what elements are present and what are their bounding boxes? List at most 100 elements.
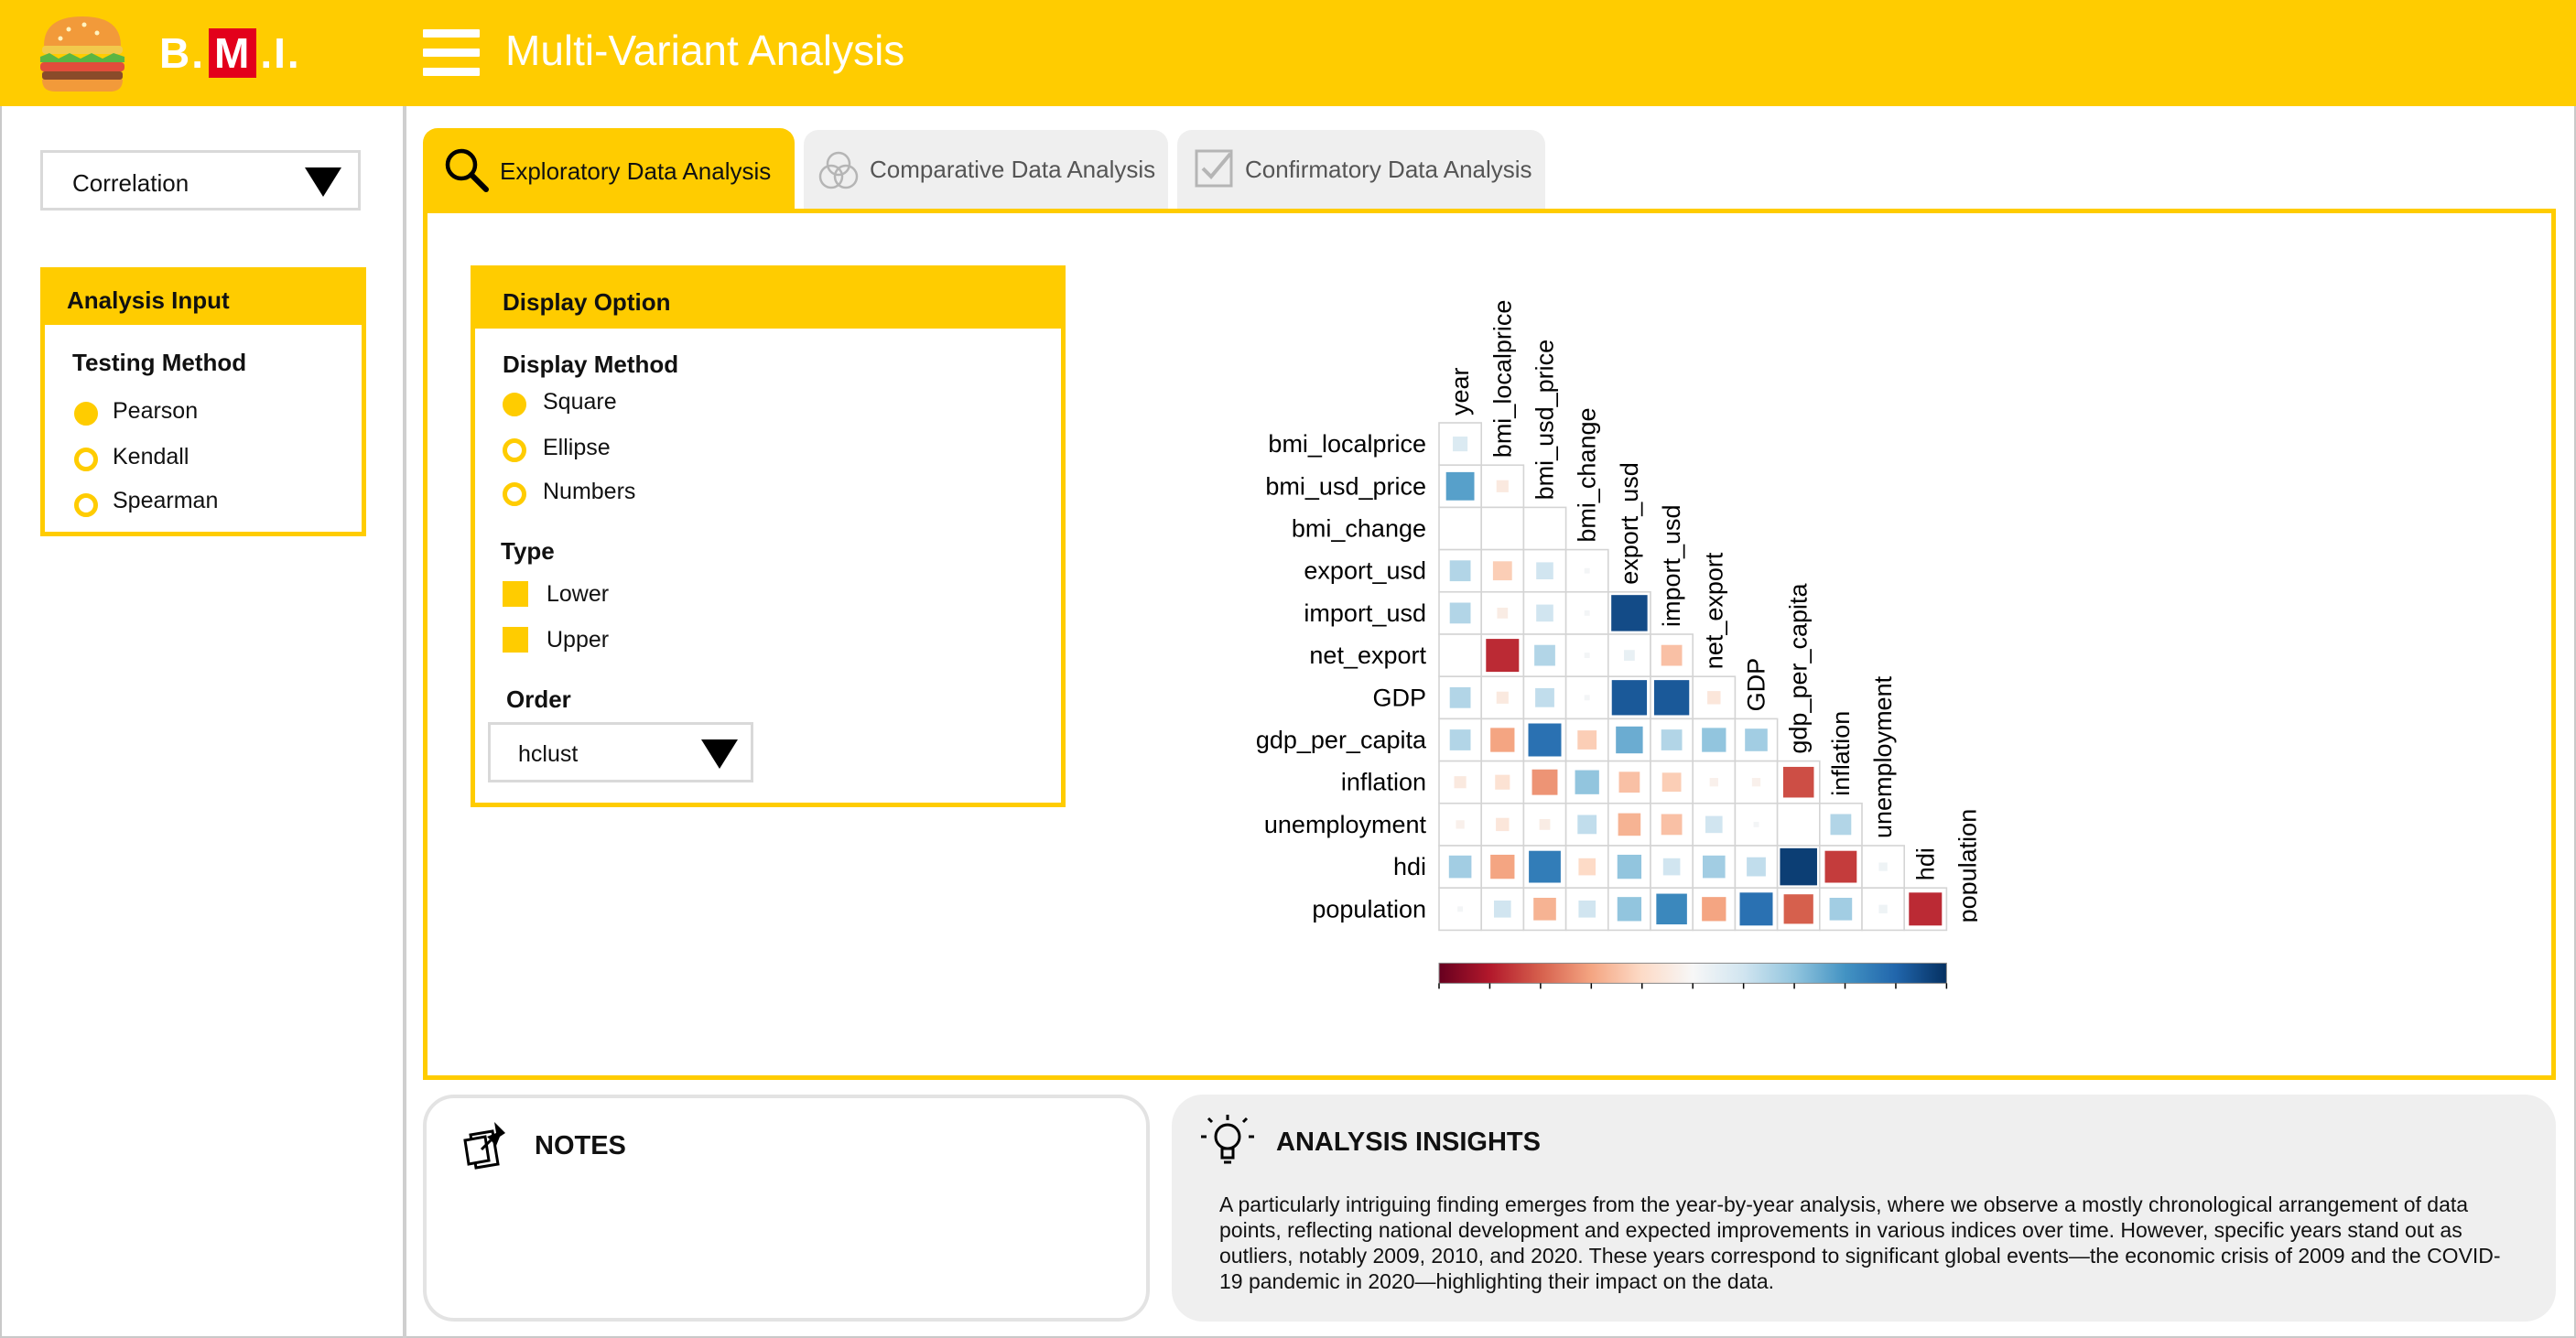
corr-square-hdi-GDP xyxy=(1747,857,1766,877)
corr-square-population-export_usd xyxy=(1617,897,1642,922)
analysis-input-title: Analysis Input xyxy=(67,286,230,314)
checkbox-icon xyxy=(1195,149,1233,188)
corr-square-hdi-export_usd xyxy=(1617,854,1642,879)
corr-square-export_usd-bmi_localprice xyxy=(1492,561,1512,581)
corr-grid-cell xyxy=(1438,590,1483,635)
display-option-title: Display Option xyxy=(503,288,671,316)
col-label-import_usd: import_usd xyxy=(1658,504,1685,627)
corr-square-hdi-import_usd xyxy=(1662,858,1681,876)
corr-square-population-gdp_per_capita xyxy=(1783,894,1813,924)
corr-square-unemployment-GDP xyxy=(1753,821,1759,827)
correlation-matrix-chart: bmi_localpricebmi_usd_pricebmi_changeexp… xyxy=(1256,300,1978,989)
corr-square-gdp_per_capita-import_usd xyxy=(1661,729,1683,750)
notes-panel: NOTES xyxy=(423,1095,1150,1322)
brand-right: .I. xyxy=(260,29,301,77)
col-label-population: population xyxy=(1954,809,1978,923)
testing-method-label: Testing Method xyxy=(72,349,247,376)
display-option-header: Display Option xyxy=(475,270,1061,329)
corr-square-gdp_per_capita-bmi_change xyxy=(1577,730,1597,750)
corr-grid-cell xyxy=(1480,506,1525,551)
corr-square-import_usd-bmi_usd_price xyxy=(1536,604,1553,622)
radio-ellipse[interactable] xyxy=(503,438,526,462)
col-label-export_usd: export_usd xyxy=(1616,462,1643,585)
radio-kendall[interactable] xyxy=(74,448,98,471)
corr-square-hdi-net_export xyxy=(1703,855,1726,879)
corr-square-export_usd-bmi_usd_price xyxy=(1536,562,1553,579)
corr-square-bmi_usd_price-bmi_localprice xyxy=(1496,480,1509,492)
corr-square-import_usd-bmi_localprice xyxy=(1497,608,1509,619)
type-lower-label: Lower xyxy=(547,581,610,607)
analysis-type-select[interactable]: Correlation xyxy=(40,150,361,210)
corr-square-net_export-bmi_change xyxy=(1584,653,1590,659)
hamburger-menu-icon[interactable] xyxy=(423,29,480,77)
tab-comparative[interactable]: Comparative Data Analysis xyxy=(804,130,1168,209)
row-label-population: population xyxy=(1312,895,1426,923)
notes-pin-icon xyxy=(463,1122,505,1170)
corr-square-GDP-bmi_usd_price xyxy=(1535,687,1554,707)
corr-square-gdp_per_capita-bmi_usd_price xyxy=(1528,723,1562,757)
corr-square-hdi-inflation xyxy=(1824,850,1857,883)
option-ellipse-label: Ellipse xyxy=(543,435,611,460)
col-label-inflation: inflation xyxy=(1827,711,1855,796)
corr-square-unemployment-bmi_usd_price xyxy=(1539,819,1551,830)
col-label-net_export: net_export xyxy=(1700,552,1727,669)
corr-square-unemployment-year xyxy=(1456,820,1465,829)
corr-square-population-net_export xyxy=(1702,897,1726,922)
brand-left: B. xyxy=(159,29,205,77)
corr-square-gdp_per_capita-bmi_localprice xyxy=(1490,728,1515,752)
corr-square-hdi-bmi_localprice xyxy=(1490,854,1515,879)
corr-grid-cell xyxy=(1776,802,1821,847)
checkbox-upper[interactable] xyxy=(503,627,528,653)
corr-square-inflation-bmi_localprice xyxy=(1495,774,1510,790)
col-label-bmi_localprice: bmi_localprice xyxy=(1488,300,1516,459)
corr-square-hdi-unemployment xyxy=(1878,862,1888,871)
option-numbers-label: Numbers xyxy=(543,479,636,504)
corr-square-gdp_per_capita-GDP xyxy=(1745,728,1768,751)
radio-numbers[interactable] xyxy=(503,482,526,506)
analysis-insights-panel: ANALYSIS INSIGHTS A particularly intrigu… xyxy=(1172,1095,2556,1322)
option-kendall-label: Kendall xyxy=(113,444,189,469)
corr-square-population-bmi_change xyxy=(1578,901,1596,918)
corr-square-inflation-bmi_usd_price xyxy=(1532,769,1558,795)
corr-square-population-bmi_usd_price xyxy=(1533,898,1556,921)
option-spearman-label: Spearman xyxy=(113,488,219,513)
corr-square-net_export-bmi_localprice xyxy=(1486,639,1520,673)
corr-square-GDP-import_usd xyxy=(1653,680,1690,716)
corr-square-GDP-bmi_change xyxy=(1584,695,1590,701)
insights-text: A particularly intriguing finding emerge… xyxy=(1219,1192,2501,1293)
tab-exploratory[interactable]: Exploratory Data Analysis xyxy=(423,128,795,210)
radio-square[interactable] xyxy=(503,393,526,416)
corr-square-GDP-year xyxy=(1449,686,1471,708)
corr-square-inflation-export_usd xyxy=(1618,772,1640,793)
row-label-unemployment: unemployment xyxy=(1264,811,1427,838)
search-icon xyxy=(445,148,489,192)
corr-square-gdp_per_capita-year xyxy=(1449,729,1471,750)
type-label: Type xyxy=(501,537,555,565)
app-header: B. M .I. Multi-Variant Analysis xyxy=(0,0,2576,106)
venn-icon xyxy=(818,151,859,189)
checkbox-lower[interactable] xyxy=(503,581,528,607)
sidebar-divider xyxy=(403,106,406,1338)
corr-square-hdi-bmi_usd_price xyxy=(1529,850,1561,883)
col-label-year: year xyxy=(1446,367,1474,415)
tab-confirmatory[interactable]: Confirmatory Data Analysis xyxy=(1177,130,1545,209)
corr-grid-cell xyxy=(1438,506,1483,551)
corr-square-import_usd-year xyxy=(1449,602,1471,624)
radio-pearson[interactable] xyxy=(74,402,98,426)
row-label-gdp_per_capita: gdp_per_capita xyxy=(1256,727,1427,754)
corr-square-hdi-gdp_per_capita xyxy=(1780,847,1817,886)
corr-square-population-hdi xyxy=(1909,892,1943,926)
brand-name: B. M .I. xyxy=(159,26,301,81)
col-label-GDP: GDP xyxy=(1743,658,1770,712)
corr-square-GDP-export_usd xyxy=(1611,680,1648,716)
corr-square-net_export-import_usd xyxy=(1661,644,1683,666)
corr-square-population-import_usd xyxy=(1656,893,1687,925)
corr-square-bmi_usd_price-year xyxy=(1445,471,1475,501)
corr-square-net_export-bmi_usd_price xyxy=(1534,644,1555,666)
analysis-type-value: Correlation xyxy=(72,169,189,197)
row-label-export_usd: export_usd xyxy=(1304,557,1426,585)
corr-square-bmi_localprice-year xyxy=(1453,437,1468,452)
radio-spearman[interactable] xyxy=(74,493,98,517)
order-select[interactable]: hclust xyxy=(488,722,753,782)
notes-title: NOTES xyxy=(535,1131,626,1160)
